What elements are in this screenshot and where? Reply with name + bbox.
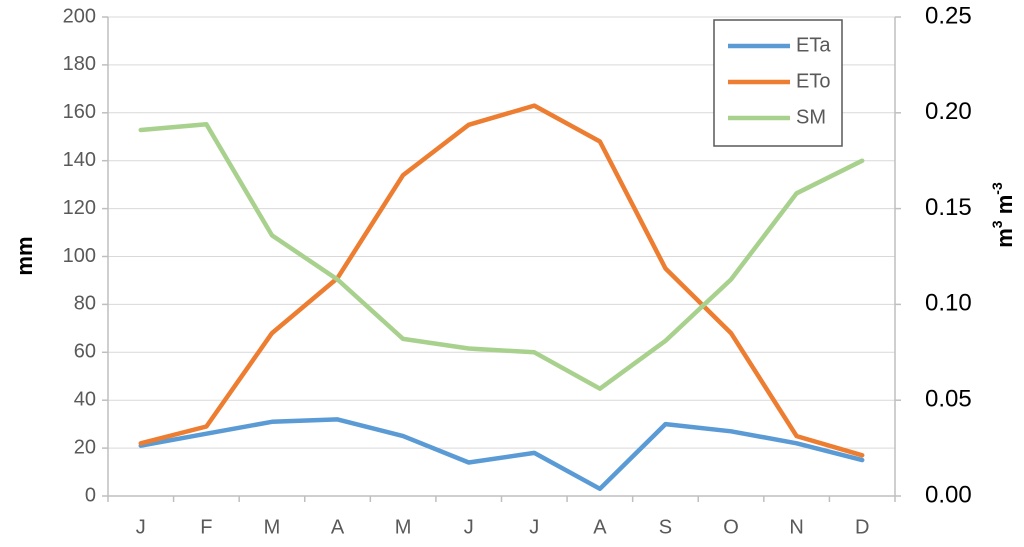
y-axis-title: mm bbox=[12, 236, 37, 275]
x-tick-label: M bbox=[264, 516, 281, 538]
series-line-eta bbox=[138, 417, 865, 492]
y-tick-label: 80 bbox=[74, 293, 96, 315]
left-axis-ticks: 0 20 40 60 80 100 120 140 160 180 200 bbox=[63, 5, 96, 506]
legend-label-eto: ETo bbox=[796, 70, 830, 92]
series-lines bbox=[138, 103, 865, 492]
y2-tick-label: 0.25 bbox=[925, 2, 972, 29]
y2-tick-label: 0.05 bbox=[925, 386, 972, 413]
x-tick-label: J bbox=[529, 516, 539, 538]
y-tick-label: 180 bbox=[63, 53, 96, 75]
right-axis-ticks: 0.00 0.05 0.10 0.15 0.20 0.25 bbox=[925, 2, 972, 508]
y2-tick-label: 0.00 bbox=[925, 481, 972, 508]
y-tick-label: 200 bbox=[63, 5, 96, 27]
x-tick-label: A bbox=[331, 516, 345, 538]
x-tick-label: O bbox=[723, 516, 739, 538]
x-tick-label: M bbox=[395, 516, 412, 538]
y-tick-label: 60 bbox=[74, 341, 96, 363]
y2-tick-label: 0.20 bbox=[925, 98, 972, 125]
legend-label-sm: SM bbox=[796, 106, 826, 128]
legend-label-eta: ETa bbox=[796, 34, 831, 56]
y-tick-label: 160 bbox=[63, 101, 96, 123]
axes bbox=[102, 16, 901, 502]
y-tick-label: 140 bbox=[63, 149, 96, 171]
y2-tick-label: 0.10 bbox=[925, 290, 972, 317]
y2-tick-label: 0.15 bbox=[925, 194, 972, 221]
y-tick-label: 120 bbox=[63, 197, 96, 219]
y2-axis-title: m3 m-3 bbox=[989, 182, 1017, 248]
x-tick-label: D bbox=[855, 516, 869, 538]
y-tick-label: 20 bbox=[74, 436, 96, 458]
x-tick-label: F bbox=[200, 516, 212, 538]
y-tick-label: 0 bbox=[85, 484, 96, 506]
y-tick-label: 40 bbox=[74, 388, 96, 410]
x-tick-label: N bbox=[789, 516, 803, 538]
legend: ETa ETo SM bbox=[713, 19, 843, 147]
x-tick-label: A bbox=[593, 516, 607, 538]
x-tick-label: J bbox=[136, 516, 146, 538]
series-line-sm bbox=[138, 122, 865, 391]
grid-lines bbox=[108, 16, 895, 449]
y-tick-label: 100 bbox=[63, 245, 96, 267]
x-tick-label: J bbox=[464, 516, 474, 538]
series-line-eto bbox=[138, 103, 865, 458]
x-tick-label: S bbox=[659, 516, 672, 538]
